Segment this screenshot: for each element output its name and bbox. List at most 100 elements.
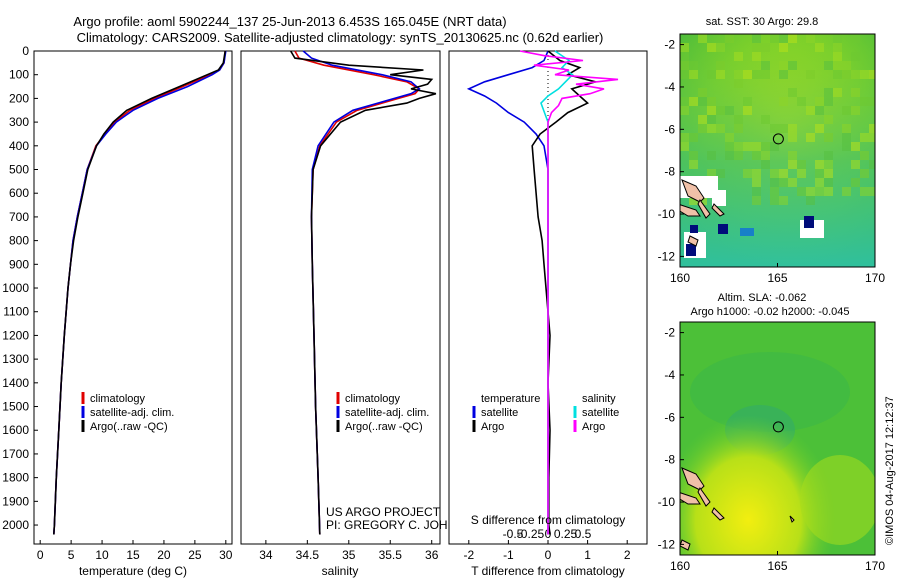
legend-climatology-label: climatology	[90, 393, 146, 405]
y-tick-label: 500	[9, 163, 29, 177]
difference-panel: -2 -1 0 1 2 -0.5-0.25 0 0.250.5 S difference f…	[448, 50, 648, 578]
legend-argo-label: Argo(..raw -QC)	[345, 421, 423, 433]
x-tick-label: 15	[126, 548, 140, 562]
x-tick-label: 25	[188, 548, 202, 562]
legend-satellite-label: satellite-adj. clim.	[345, 407, 429, 419]
sla-map-axes: 160 165 170 -2 -4 -6 -8 -10 -12	[658, 326, 886, 573]
x-tick-label: 0	[545, 548, 552, 562]
figure-title-line1: Argo profile: aoml 5902244_137 25-Jun-20…	[73, 14, 506, 29]
x-tick-label: 30	[219, 548, 233, 562]
series-line-argo-raw-qc-	[53, 50, 226, 535]
land-islands	[680, 467, 795, 551]
temperature-series	[53, 50, 227, 535]
lon-tick-label: 160	[670, 271, 690, 285]
y-tick-label: 200	[9, 91, 29, 105]
y-tick-label: 1100	[3, 305, 29, 319]
legend-salinity-header: salinity	[582, 393, 616, 405]
x-tick-label: -2	[463, 548, 474, 562]
lat-tick-label: -6	[664, 410, 675, 424]
sst-map-panel: sat. SST: 30 Argo: 29.8	[658, 16, 886, 285]
credit-pi: PI: GREGORY C. JOHNSON	[326, 518, 482, 532]
x-tick-label: 34	[259, 548, 273, 562]
land-islands	[680, 179, 725, 247]
x-tick-label: 10	[95, 548, 109, 562]
y-tick-label: 1300	[2, 352, 29, 366]
salinity-x-label: salinity	[322, 564, 359, 578]
sla-map-panel: Altim. SLA: -0.062 Argo h1000: -0.02 h20…	[658, 292, 886, 573]
sla-map-subtitle: Argo h1000: -0.02 h2000: -0.045	[690, 306, 849, 318]
lon-tick-label: 170	[865, 559, 885, 573]
depth-axis: 0 100 200 300 400 500 600 700 800 900 1000 1100 1200…	[2, 44, 38, 532]
s-tick-label: -0.5	[503, 527, 524, 541]
lon-tick-label: 165	[767, 559, 787, 573]
legend-t-satellite-label: satellite	[481, 407, 518, 419]
s-difference-x-axis: -0.5-0.25 0 0.250.5	[503, 527, 592, 541]
credit-project: US ARGO PROJECT	[326, 505, 441, 519]
imos-watermark: ©IMOS 04-Aug-2017 12:12:37	[884, 396, 896, 545]
legend-t-argo-label: Argo	[481, 421, 504, 433]
sst-pixel-texture	[680, 34, 875, 205]
t-difference-x-axis: -2 -1 0 1 2	[463, 540, 631, 562]
s-tick-label: 0.25	[554, 527, 578, 541]
y-tick-label: 1900	[2, 494, 29, 508]
x-tick-label: 35	[342, 548, 356, 562]
y-tick-label: 1200	[2, 328, 29, 342]
lat-tick-label: -12	[658, 249, 676, 263]
sst-map-image	[680, 34, 875, 267]
y-tick-label: 100	[9, 68, 29, 82]
s-tick-label: 0.5	[575, 527, 592, 541]
lat-tick-label: -2	[664, 326, 675, 340]
lat-tick-label: -10	[658, 207, 676, 221]
figure-title-line2: Climatology: CARS2009. Satellite-adjuste…	[77, 30, 604, 45]
difference-legend: temperature salinity satellite Argo sate…	[472, 393, 619, 433]
sla-map-title: Altim. SLA: -0.062	[718, 292, 807, 304]
lat-tick-label: -8	[664, 165, 675, 179]
lon-tick-label: 165	[767, 271, 787, 285]
lat-tick-label: -12	[658, 537, 676, 551]
legend-s-satellite-label: satellite	[582, 407, 619, 419]
y-tick-label: 0	[22, 44, 29, 58]
s-difference-label: S difference from climatology	[471, 513, 626, 527]
salinity-panel: 34 34.5 35 35.5 36 salinity climatology sate…	[240, 50, 482, 578]
temperature-legend: climatology satellite-adj. clim. Argo(..…	[81, 392, 174, 433]
y-tick-label: 1700	[2, 447, 29, 461]
legend-argo-label: Argo(..raw -QC)	[90, 421, 168, 433]
lon-tick-label: 160	[670, 559, 690, 573]
y-tick-label: 1800	[2, 471, 29, 485]
argo-float-location-marker	[772, 421, 784, 433]
temperature-x-axis: 0 5 10 15 20 25 30	[37, 540, 233, 562]
difference-series	[466, 50, 619, 535]
temperature-plot-frame	[33, 50, 233, 545]
x-tick-label: 20	[157, 548, 171, 562]
lat-tick-label: -4	[664, 80, 675, 94]
x-tick-label: -1	[503, 548, 514, 562]
y-tick-label: 1400	[2, 376, 29, 390]
lat-tick-label: -6	[664, 122, 675, 136]
sla-map-image	[680, 322, 875, 555]
salinity-legend: climatology satellite-adj. clim. Argo(..…	[336, 392, 429, 433]
lat-tick-label: -10	[658, 495, 676, 509]
legend-climatology-label: climatology	[345, 393, 401, 405]
lat-tick-label: -2	[664, 38, 675, 52]
salinity-series	[290, 50, 437, 535]
y-tick-label: 1600	[2, 423, 29, 437]
y-tick-label: 1000	[2, 281, 29, 295]
lat-tick-label: -4	[664, 368, 675, 382]
y-tick-label: 600	[9, 186, 29, 200]
x-tick-label: 35.5	[379, 548, 403, 562]
lon-tick-label: 170	[865, 271, 885, 285]
sla-high-anomaly-east	[800, 455, 875, 545]
sst-map-axes: 160 165 170 -2 -4 -6 -8 -10 -12	[658, 38, 886, 285]
y-tick-label: 700	[9, 210, 29, 224]
sst-map-title: sat. SST: 30 Argo: 29.8	[706, 16, 819, 28]
lat-tick-label: -8	[664, 453, 675, 467]
x-tick-label: 36	[425, 548, 439, 562]
y-tick-label: 1500	[2, 400, 29, 414]
salinity-plot-frame	[240, 50, 441, 545]
x-tick-label: 5	[68, 548, 75, 562]
series-line-argo-raw-qc-	[290, 50, 437, 535]
salinity-x-axis: 34 34.5 35 35.5 36	[259, 540, 439, 562]
y-tick-label: 2000	[2, 518, 29, 532]
t-difference-label: T difference from climatology	[471, 564, 625, 578]
